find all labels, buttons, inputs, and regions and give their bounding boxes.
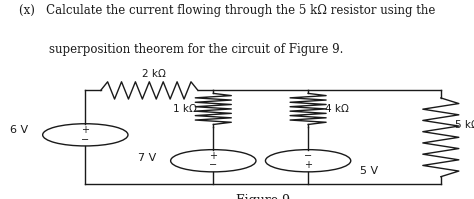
- Text: −: −: [209, 160, 218, 170]
- Text: 4 kΩ: 4 kΩ: [325, 104, 348, 114]
- Text: +: +: [210, 151, 217, 161]
- Text: +: +: [82, 125, 89, 135]
- Text: 1 kΩ: 1 kΩ: [173, 104, 197, 114]
- Text: −: −: [81, 135, 90, 144]
- Text: Figure 9: Figure 9: [236, 194, 290, 199]
- Text: 5 kΩ: 5 kΩ: [455, 120, 474, 130]
- Text: +: +: [304, 160, 312, 170]
- Text: (x)   Calculate the current flowing through the 5 kΩ resistor using the: (x) Calculate the current flowing throug…: [19, 5, 435, 18]
- Text: −: −: [304, 151, 312, 161]
- Text: 7 V: 7 V: [138, 153, 156, 163]
- Text: 6 V: 6 V: [10, 125, 28, 135]
- Text: 2 kΩ: 2 kΩ: [142, 69, 166, 79]
- Text: 5 V: 5 V: [360, 166, 378, 176]
- Text: superposition theorem for the circuit of Figure 9.: superposition theorem for the circuit of…: [19, 43, 343, 56]
